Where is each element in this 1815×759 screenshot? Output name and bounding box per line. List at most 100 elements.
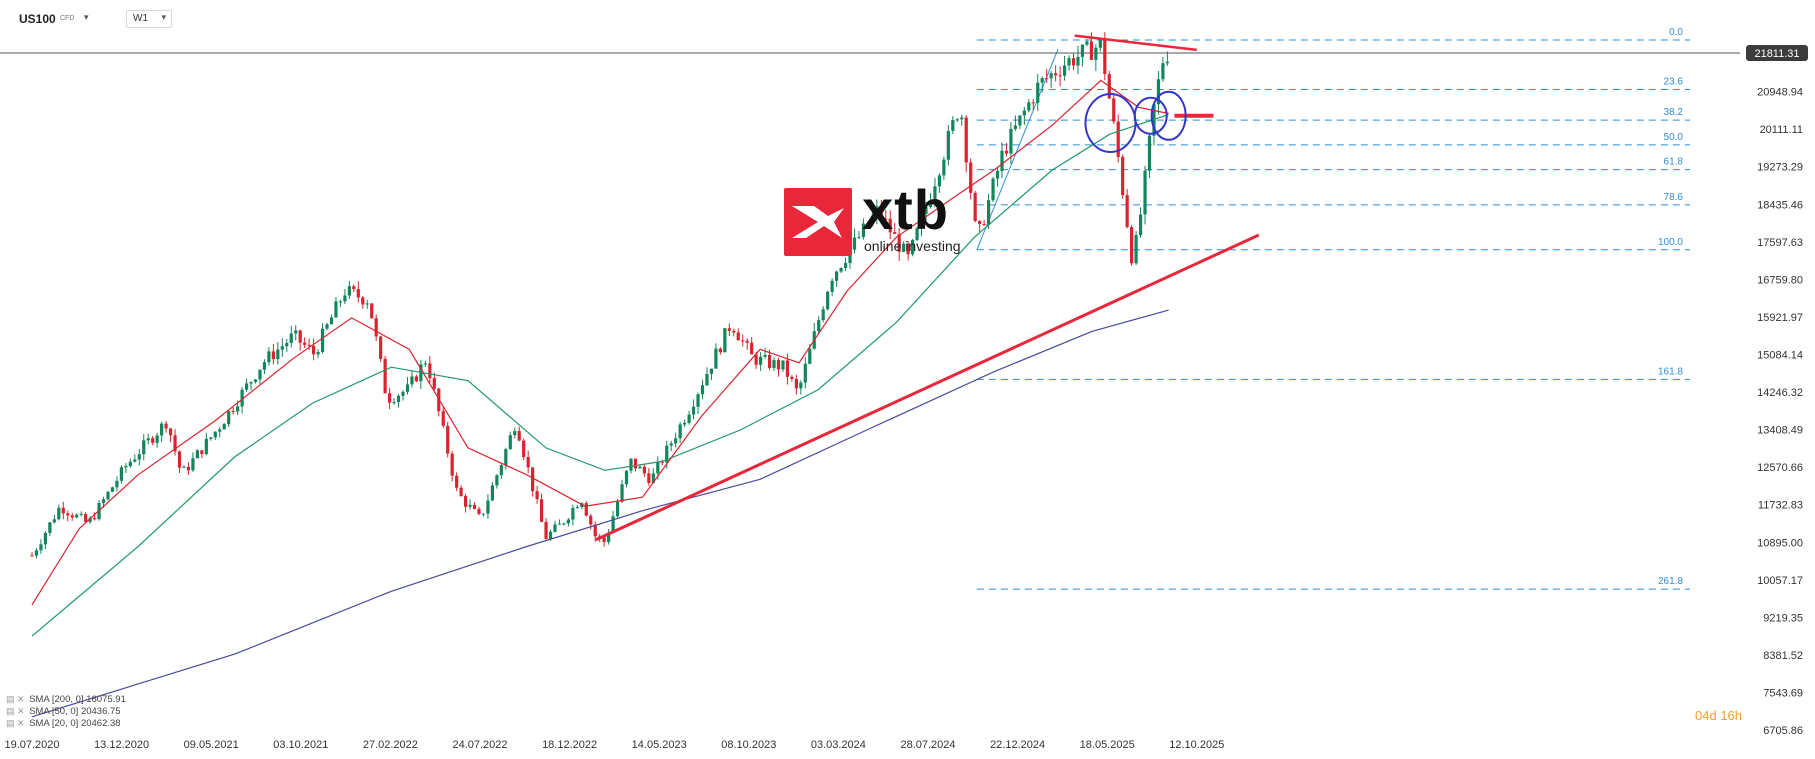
candle-body[interactable] xyxy=(830,280,834,292)
candle-body[interactable] xyxy=(893,232,897,234)
candle-body[interactable] xyxy=(951,120,955,131)
candle-body[interactable] xyxy=(526,457,530,468)
candle-body[interactable] xyxy=(1031,102,1035,104)
candle-body[interactable] xyxy=(857,237,861,239)
candle-body[interactable] xyxy=(379,336,383,359)
candle-body[interactable] xyxy=(794,379,798,389)
candle-body[interactable] xyxy=(119,467,123,481)
candle-body[interactable] xyxy=(580,503,584,508)
candle-body[interactable] xyxy=(1013,125,1017,129)
candle-body[interactable] xyxy=(615,501,620,517)
candle-body[interactable] xyxy=(553,524,557,532)
candle-body[interactable] xyxy=(629,458,633,471)
highlight-circle[interactable] xyxy=(1084,92,1137,153)
candle-body[interactable] xyxy=(803,363,807,383)
candle-body[interactable] xyxy=(280,346,284,350)
candle-body[interactable] xyxy=(388,393,392,403)
candle-body[interactable] xyxy=(1089,41,1093,60)
candle-body[interactable] xyxy=(709,368,714,374)
candle-body[interactable] xyxy=(361,297,365,305)
candle-body[interactable] xyxy=(213,431,217,438)
candle-body[interactable] xyxy=(320,328,325,353)
candle-body[interactable] xyxy=(168,428,173,436)
candle-body[interactable] xyxy=(674,438,678,444)
candle-body[interactable] xyxy=(209,437,213,439)
candle-body[interactable] xyxy=(531,467,535,492)
candle-body[interactable] xyxy=(312,345,316,355)
candle-body[interactable] xyxy=(57,507,61,520)
candle-body[interactable] xyxy=(875,206,879,216)
candle-body[interactable] xyxy=(656,461,660,474)
candle-body[interactable] xyxy=(593,524,597,537)
candle-body[interactable] xyxy=(401,391,405,396)
candle-body[interactable] xyxy=(1054,73,1058,76)
candle-body[interactable] xyxy=(745,340,749,343)
candle-body[interactable] xyxy=(539,499,544,522)
candle-body[interactable] xyxy=(338,301,343,303)
candle-body[interactable] xyxy=(392,402,396,404)
candle-body[interactable] xyxy=(1116,121,1120,157)
candle-body[interactable] xyxy=(374,318,378,337)
candle-body[interactable] xyxy=(870,215,874,225)
candle-body[interactable] xyxy=(450,453,454,476)
candle-body[interactable] xyxy=(160,423,164,436)
candle-body[interactable] xyxy=(481,513,486,515)
candle-body[interactable] xyxy=(146,438,150,441)
candle-body[interactable] xyxy=(39,544,43,551)
candle-body[interactable] xyxy=(173,435,177,452)
candle-body[interactable] xyxy=(298,330,302,343)
candle-body[interactable] xyxy=(52,519,56,523)
candle-body[interactable] xyxy=(776,360,781,370)
candle-body[interactable] xyxy=(624,470,629,485)
candle-body[interactable] xyxy=(1058,75,1062,77)
candle-body[interactable] xyxy=(1000,150,1004,171)
timeframe-select[interactable]: W1 ▾ xyxy=(126,10,172,28)
symbol-dropdown-icon[interactable]: ▾ xyxy=(84,12,89,22)
candle-body[interactable] xyxy=(227,411,231,425)
candle-body[interactable] xyxy=(155,435,159,443)
candle-body[interactable] xyxy=(1161,63,1165,80)
candle-body[interactable] xyxy=(1147,135,1152,171)
candle-body[interactable] xyxy=(714,348,718,369)
candle-body[interactable] xyxy=(647,473,651,483)
candle-body[interactable] xyxy=(1049,73,1053,79)
candle-body[interactable] xyxy=(960,117,964,120)
candle-body[interactable] xyxy=(665,445,669,463)
candle-body[interactable] xyxy=(441,411,445,426)
candle-body[interactable] xyxy=(906,243,910,255)
candle-body[interactable] xyxy=(683,422,687,425)
candle-body[interactable] xyxy=(785,360,790,377)
candle-body[interactable] xyxy=(468,504,472,507)
candle-body[interactable] xyxy=(955,119,959,121)
candle-body[interactable] xyxy=(499,465,503,476)
candle-body[interactable] xyxy=(790,376,794,380)
candle-body[interactable] xyxy=(781,360,785,370)
candle-body[interactable] xyxy=(285,342,289,347)
candle-body[interactable] xyxy=(508,435,512,450)
candle-body[interactable] xyxy=(30,555,34,557)
settings-icon[interactable]: ▤ ✕ xyxy=(6,706,25,716)
candle-body[interactable] xyxy=(1027,102,1031,111)
candle-body[interactable] xyxy=(584,503,588,516)
candle-body[interactable] xyxy=(1040,78,1044,83)
candle-body[interactable] xyxy=(589,515,593,525)
candle-body[interactable] xyxy=(240,389,244,407)
candle-body[interactable] xyxy=(137,454,141,460)
candle-body[interactable] xyxy=(307,344,311,346)
candle-body[interactable] xyxy=(969,162,973,193)
candle-body[interactable] xyxy=(365,303,369,305)
candle-body[interactable] xyxy=(48,522,52,533)
candle-body[interactable] xyxy=(1112,98,1116,122)
candle-body[interactable] xyxy=(115,480,119,488)
candle-body[interactable] xyxy=(571,508,575,520)
candle-body[interactable] xyxy=(633,458,638,469)
candle-body[interactable] xyxy=(986,200,991,225)
chevron-down-icon[interactable]: ▾ xyxy=(161,12,166,22)
candle-body[interactable] xyxy=(1165,61,1169,64)
candle-body[interactable] xyxy=(486,500,490,514)
candle-body[interactable] xyxy=(852,237,857,250)
candle-body[interactable] xyxy=(1134,235,1138,264)
candle-body[interactable] xyxy=(767,354,772,368)
candle-body[interactable] xyxy=(982,223,986,225)
candle-body[interactable] xyxy=(79,514,83,516)
